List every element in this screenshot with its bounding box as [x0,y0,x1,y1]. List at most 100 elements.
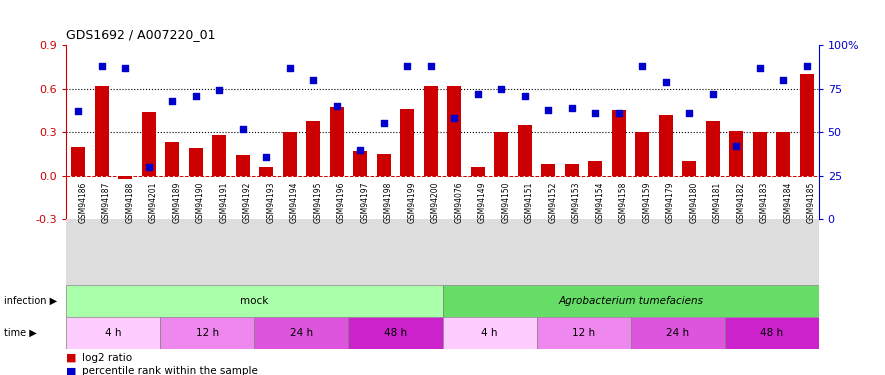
Point [471,91,485,97]
Text: GSM94184: GSM94184 [783,181,792,223]
Text: log2 ratio: log2 ratio [82,353,133,363]
Point [282,64,296,70]
Text: GSM94076: GSM94076 [454,181,463,223]
Bar [518,125,532,176]
Point [142,164,156,170]
Point [377,120,391,126]
Text: GSM94188: GSM94188 [125,182,135,223]
Bar [447,86,461,176]
Bar [349,317,442,349]
Text: GSM94193: GSM94193 [266,181,275,223]
Point [118,64,132,70]
Point [589,110,603,116]
Bar [306,121,320,176]
Text: GSM94189: GSM94189 [173,181,181,223]
Text: 4 h: 4 h [481,328,497,338]
Bar [400,109,414,176]
Point [753,64,767,70]
Bar [635,132,650,176]
Bar [66,285,442,317]
Bar [259,167,273,176]
Bar [442,285,819,317]
Text: GSM94192: GSM94192 [242,181,251,223]
Text: time ▶: time ▶ [4,328,37,338]
Bar [329,108,343,176]
Text: GSM94194: GSM94194 [289,181,299,223]
Text: GSM94197: GSM94197 [360,181,369,223]
Bar [729,131,743,176]
Text: GSM94182: GSM94182 [736,182,745,223]
Text: 12 h: 12 h [196,328,219,338]
Point [189,93,203,99]
Text: 48 h: 48 h [384,328,407,338]
Text: 4 h: 4 h [105,328,121,338]
Point [565,105,579,111]
Text: mock: mock [240,296,269,306]
Text: percentile rank within the sample: percentile rank within the sample [82,366,258,375]
Bar [658,115,673,176]
Text: GSM94187: GSM94187 [102,181,111,223]
Text: GSM94151: GSM94151 [525,181,534,223]
Text: GSM94199: GSM94199 [407,181,416,223]
Point [776,77,790,83]
Text: GSM94185: GSM94185 [807,181,816,223]
Bar [377,154,391,176]
Point [329,103,343,109]
Text: GSM94153: GSM94153 [572,181,581,223]
Point [612,110,626,116]
Point [424,63,438,69]
Text: GSM94150: GSM94150 [501,181,511,223]
Point [542,106,556,112]
Text: GSM94154: GSM94154 [596,181,604,223]
Point [635,63,650,69]
Bar [235,155,250,176]
Point [658,79,673,85]
Bar [282,132,296,176]
Bar [565,164,579,176]
Point [212,87,227,93]
Point [494,86,508,92]
Bar [682,161,696,176]
Bar [630,317,725,349]
Text: GSM94201: GSM94201 [149,181,158,223]
Text: GSM94196: GSM94196 [336,181,346,223]
Point [447,115,461,121]
Bar [95,86,109,176]
Bar [589,161,603,176]
Point [235,126,250,132]
Bar [494,132,508,176]
Text: GSM94190: GSM94190 [196,181,204,223]
Bar [776,132,790,176]
Point [400,63,414,69]
Point [518,93,532,99]
Text: GDS1692 / A007220_01: GDS1692 / A007220_01 [66,28,216,41]
Bar [536,317,630,349]
Point [729,143,743,149]
Text: infection ▶: infection ▶ [4,296,58,306]
Bar [189,148,203,176]
Text: GSM94200: GSM94200 [431,181,440,223]
Bar [725,317,819,349]
Bar [255,317,349,349]
Bar [142,112,156,176]
Point [682,110,696,116]
Text: GSM94183: GSM94183 [760,181,769,223]
Bar [66,317,160,349]
Text: 48 h: 48 h [760,328,783,338]
Point [259,154,273,160]
Bar [800,74,814,176]
Point [353,147,367,153]
Bar [542,164,556,176]
Text: 24 h: 24 h [666,328,689,338]
Bar [753,132,767,176]
Text: GSM94159: GSM94159 [643,181,651,223]
Bar [160,317,255,349]
Bar [118,176,132,179]
Point [165,98,180,104]
Bar [165,142,179,176]
Point [306,77,320,83]
Text: GSM94180: GSM94180 [689,181,698,223]
Text: GSM94179: GSM94179 [666,181,675,223]
Text: GSM94149: GSM94149 [478,181,487,223]
Text: ■: ■ [66,353,77,363]
